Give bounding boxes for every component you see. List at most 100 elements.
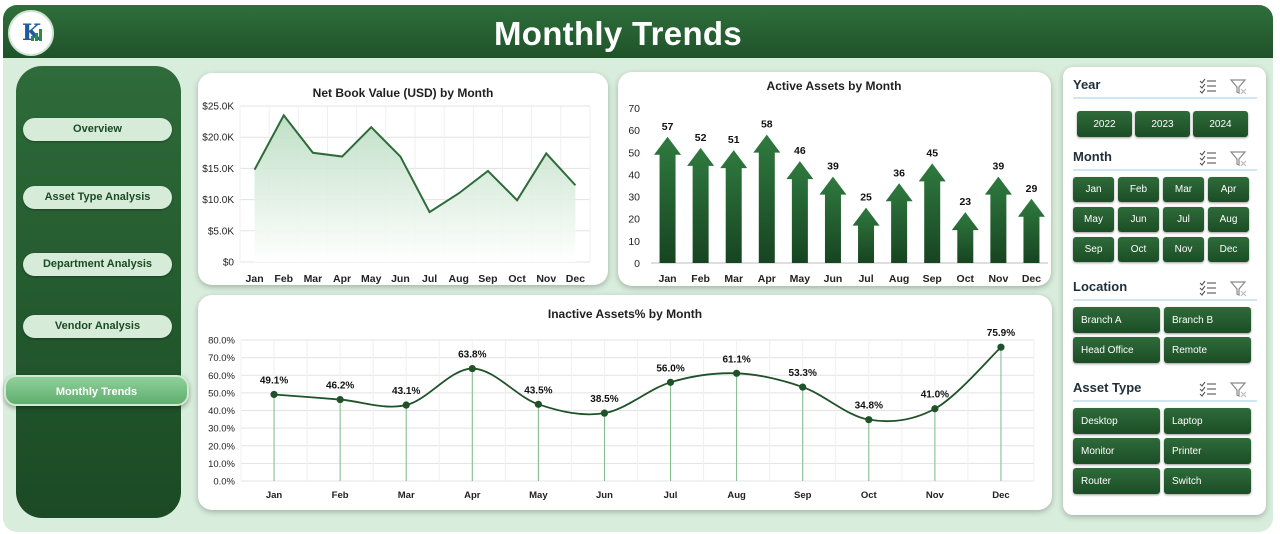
x-tick-label: Nov [988, 273, 1008, 285]
slicer-item-sep[interactable]: Sep [1073, 237, 1114, 262]
slicer-title: Asset Type [1073, 380, 1142, 395]
slicer-item-switch[interactable]: Switch [1164, 468, 1251, 494]
x-tick-label: Oct [861, 490, 878, 501]
y-tick-label: 50 [628, 147, 640, 159]
x-tick-label: Feb [274, 273, 293, 285]
slicer-item-jan[interactable]: Jan [1073, 177, 1114, 202]
slicer-item-laptop[interactable]: Laptop [1164, 408, 1251, 434]
x-tick-label: May [361, 273, 382, 285]
slicer-header-location: Location [1073, 277, 1257, 301]
multi-select-icon[interactable] [1199, 77, 1217, 95]
clear-filter-icon[interactable] [1229, 77, 1247, 95]
nav-monthly-trends[interactable]: Monthly Trends [4, 375, 189, 406]
x-tick-label: Jan [266, 490, 283, 501]
data-label: 53.3% [789, 368, 817, 379]
bar-arrow [720, 150, 748, 263]
data-point [534, 400, 542, 408]
bar-arrow [1017, 198, 1045, 263]
sidebar-nav: Overview Asset Type Analysis Department … [4, 66, 189, 518]
nav-overview[interactable]: Overview [23, 118, 172, 141]
x-tick-label: Nov [536, 273, 556, 285]
nav-asset-type-analysis[interactable]: Asset Type Analysis [23, 186, 172, 209]
slicer-item-aug[interactable]: Aug [1208, 207, 1249, 232]
data-label: 43.5% [524, 385, 552, 396]
slicer-item-may[interactable]: May [1073, 207, 1114, 232]
slicer-item-feb[interactable]: Feb [1118, 177, 1159, 202]
area-fill [254, 115, 576, 262]
y-tick-label: 40.0% [208, 406, 235, 417]
nav-vendor-analysis[interactable]: Vendor Analysis [23, 315, 172, 338]
x-tick-label: Dec [992, 490, 1009, 501]
multi-select-icon[interactable] [1199, 149, 1217, 167]
slicer-title: Year [1073, 77, 1101, 92]
x-tick-label: Mar [398, 490, 415, 501]
x-tick-label: Sep [794, 490, 812, 501]
slicer-item-router[interactable]: Router [1073, 468, 1160, 494]
data-point [931, 405, 939, 413]
chart-title: Inactive Assets% by Month [548, 307, 702, 321]
y-tick-label: 60 [628, 125, 640, 137]
bar-arrow [984, 176, 1012, 263]
nbv-chart-card: Net Book Value (USD) by Month $0 $5.0K $10.… [198, 73, 608, 285]
x-tick-label: Jul [858, 273, 873, 285]
data-label: 57 [662, 121, 674, 133]
x-tick-label: Sep [923, 273, 942, 285]
slicer-item-2023[interactable]: 2023 [1135, 111, 1190, 137]
x-tick-label: Oct [957, 273, 975, 285]
slicer-item-2022[interactable]: 2022 [1077, 111, 1132, 137]
data-point [336, 395, 344, 404]
slicer-item-mar[interactable]: Mar [1163, 177, 1204, 202]
y-tick-label: $20.0K [202, 133, 234, 144]
y-tick-label: 70.0% [208, 353, 235, 364]
data-label: 43.1% [392, 386, 420, 397]
x-tick-label: Jun [824, 273, 843, 285]
bar-arrow [687, 147, 715, 263]
nav-department-analysis[interactable]: Department Analysis [23, 253, 172, 276]
x-tick-label: Apr [464, 490, 481, 501]
slicer-item-branch-a[interactable]: Branch A [1073, 307, 1160, 333]
y-tick-label: $10.0K [202, 195, 234, 206]
slicer-item-nov[interactable]: Nov [1163, 237, 1204, 262]
header-bar: Monthly Trends [3, 5, 1273, 58]
slicer-item-dec[interactable]: Dec [1208, 237, 1249, 262]
slicer-item-monitor[interactable]: Monitor [1073, 438, 1160, 464]
x-tick-label: May [529, 490, 548, 501]
clear-filter-icon[interactable] [1229, 279, 1247, 297]
slicer-item-oct[interactable]: Oct [1118, 237, 1159, 262]
multi-select-icon[interactable] [1199, 279, 1217, 297]
data-point [402, 401, 410, 409]
data-point [666, 378, 675, 386]
x-tick-label: Apr [758, 273, 776, 285]
slicer-item-2024[interactable]: 2024 [1193, 111, 1248, 137]
bar-arrow [885, 183, 913, 263]
slicer-item-branch-b[interactable]: Branch B [1164, 307, 1251, 333]
data-label: 34.8% [855, 401, 883, 412]
slicer-item-remote[interactable]: Remote [1164, 337, 1251, 363]
y-tick-label: 30 [628, 192, 640, 204]
y-tick-label: 30.0% [208, 424, 235, 435]
clear-filter-icon[interactable] [1229, 149, 1247, 167]
slicer-item-printer[interactable]: Printer [1164, 438, 1251, 464]
slicer-item-jun[interactable]: Jun [1118, 207, 1159, 232]
multi-select-icon[interactable] [1199, 380, 1217, 398]
slicer-header-year: Year [1073, 75, 1257, 99]
slicer-item-head-office[interactable]: Head Office [1073, 337, 1160, 363]
x-tick-label: Sep [478, 273, 497, 285]
active-assets-bar-chart: Active Assets by Month 0 10 20 30 40 50 60 70 57 J… [628, 79, 1048, 285]
slicer-item-apr[interactable]: Apr [1208, 177, 1249, 202]
y-tick-label: $15.0K [202, 164, 234, 175]
bar-arrow [819, 176, 847, 263]
data-label: 25 [860, 192, 872, 204]
x-tick-label: Dec [1022, 273, 1041, 285]
chart-title: Net Book Value (USD) by Month [313, 86, 494, 100]
y-tick-label: 80.0% [208, 336, 235, 347]
data-label: 39 [993, 161, 1005, 173]
x-tick-label: Aug [449, 273, 469, 285]
clear-filter-icon[interactable] [1229, 380, 1247, 398]
y-tick-label: $5.0K [208, 226, 234, 237]
slicer-item-desktop[interactable]: Desktop [1073, 408, 1160, 434]
y-tick-label: 0.0% [213, 477, 235, 488]
y-tick-label: 50.0% [208, 388, 235, 399]
slicer-item-jul[interactable]: Jul [1163, 207, 1204, 232]
active-assets-chart-card: Active Assets by Month 0 10 20 30 40 50 60 70 57 J… [618, 72, 1051, 286]
